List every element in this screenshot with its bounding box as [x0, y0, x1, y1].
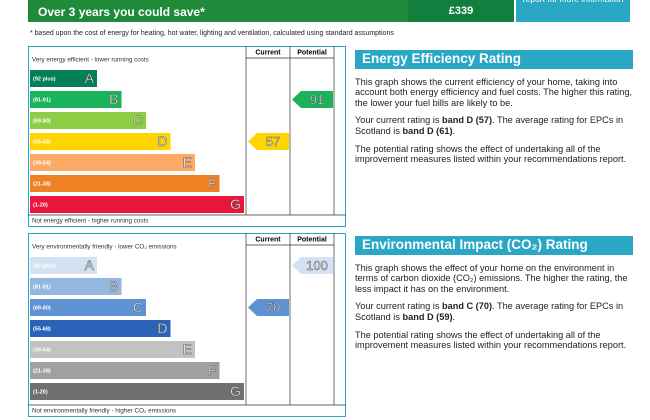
paragraph: Your current rating is band C (70). The … — [355, 301, 633, 322]
band-range: (69-80) — [33, 305, 51, 311]
top-label: Very environmentally friendly - lower CO… — [32, 244, 177, 251]
savings-amount: £339 — [448, 5, 474, 17]
band-letter: D — [157, 320, 167, 336]
band-letter: F — [208, 362, 217, 378]
band-bar — [30, 175, 220, 192]
column-header: Current — [255, 236, 281, 243]
band-letter: A — [85, 70, 95, 86]
band-range: (92 plus) — [33, 76, 56, 82]
band-letter: B — [109, 278, 118, 294]
band-range: (21-38) — [33, 368, 51, 374]
rating-value: 91 — [310, 92, 324, 107]
column-header: Potential — [297, 236, 327, 243]
text: The potential rating shows the effect of… — [355, 143, 627, 165]
band-bar — [30, 257, 97, 274]
amount-box — [408, 0, 514, 22]
band-bar — [30, 299, 146, 316]
savings-text: Over 3 years you could save* — [38, 5, 205, 19]
footnote: * based upon the cost of energy for heat… — [30, 30, 394, 37]
rating-arrow — [292, 257, 333, 274]
band-letter: A — [85, 257, 95, 273]
paragraph: The potential rating shows the effect of… — [355, 330, 633, 351]
band-bar — [30, 196, 244, 213]
band-letter: C — [133, 299, 143, 315]
rating-arrow — [292, 91, 333, 108]
rating-arrow — [248, 133, 289, 150]
band-letter: G — [230, 383, 241, 399]
paragraph: The potential rating shows the effect of… — [355, 144, 633, 165]
environment-panel: Environmental Impact (CO₂) Rating This gr… — [355, 236, 633, 358]
bold-text: band D (57) — [441, 115, 493, 126]
environment-chart: Current Potential Very environmentally fri… — [28, 233, 346, 417]
energy-chart: Current Potential Very energy efficient - … — [28, 46, 346, 227]
band-range: (69-80) — [33, 118, 51, 124]
band-range: (55-68) — [33, 139, 51, 145]
energy-panel: Energy Efficiency Rating This graph shows… — [355, 50, 633, 172]
band-range: (39-54) — [33, 347, 51, 353]
column-header: Current — [255, 49, 281, 56]
band-range: (55-68) — [33, 326, 51, 332]
band-bar — [30, 341, 195, 358]
panel-heading: Energy Efficiency Rating — [355, 50, 633, 69]
bottom-label: Not energy efficient - higher running co… — [32, 218, 148, 225]
band-bar — [30, 112, 146, 129]
text: . — [452, 125, 456, 136]
band-bar — [30, 154, 195, 171]
band-letter: E — [183, 341, 192, 357]
band-letter: C — [133, 112, 143, 128]
bold-text: band D (59) — [402, 311, 453, 322]
rating-arrow — [248, 299, 289, 316]
text: . The average rating for EPCs in Scotlan… — [355, 301, 624, 322]
band-range: (21-38) — [33, 181, 51, 187]
band-bar — [30, 70, 97, 87]
text: Your current rating is — [355, 115, 442, 126]
band-letter: G — [230, 196, 241, 212]
band-bar — [30, 278, 122, 295]
bottom-label: Not environmentally friendly - higher CO… — [32, 408, 176, 415]
band-letter: F — [208, 175, 217, 191]
band-range: (92 plus) — [33, 263, 56, 269]
band-letter: D — [157, 133, 167, 149]
bold-text: band D (61) — [402, 125, 453, 136]
bold-text: band C (70) — [441, 301, 493, 312]
band-range: (1-20) — [33, 389, 48, 395]
paragraph: Your current rating is band D (57). The … — [355, 115, 633, 136]
band-bar — [30, 133, 171, 150]
band-bar — [30, 91, 122, 108]
column-header: Potential — [297, 49, 327, 56]
band-range: (39-54) — [33, 160, 51, 166]
rating-value: 57 — [266, 134, 280, 149]
text: Your current rating is — [355, 301, 442, 312]
chart-frame — [28, 46, 346, 227]
paragraph: This graph shows the current efficiency … — [355, 77, 633, 109]
band-bar — [30, 362, 220, 379]
rating-value: 70 — [266, 300, 280, 315]
band-bar — [30, 383, 244, 400]
band-letter: E — [183, 154, 192, 170]
rating-value: 100 — [306, 258, 328, 273]
savings-bar — [28, 0, 408, 22]
band-bar — [30, 320, 171, 337]
band-range: (81-91) — [33, 284, 51, 290]
paragraph: This graph shows the effect of your home… — [355, 263, 633, 295]
text: This graph shows the current efficiency … — [355, 76, 632, 108]
text: . — [452, 311, 456, 322]
panel-heading: Environmental Impact (CO₂) Rating — [355, 236, 633, 255]
chart-frame — [28, 233, 346, 417]
top-label: Very energy efficient - lower running co… — [32, 57, 149, 64]
band-range: (81-91) — [33, 97, 51, 103]
text: This graph shows the effect of your home… — [355, 262, 628, 294]
band-range: (1-20) — [33, 202, 48, 208]
text: The potential rating shows the effect of… — [355, 329, 627, 351]
text: . The average rating for EPCs in Scotlan… — [355, 115, 624, 136]
band-letter: B — [109, 91, 118, 107]
info-link[interactable]: report for more information — [516, 0, 630, 22]
